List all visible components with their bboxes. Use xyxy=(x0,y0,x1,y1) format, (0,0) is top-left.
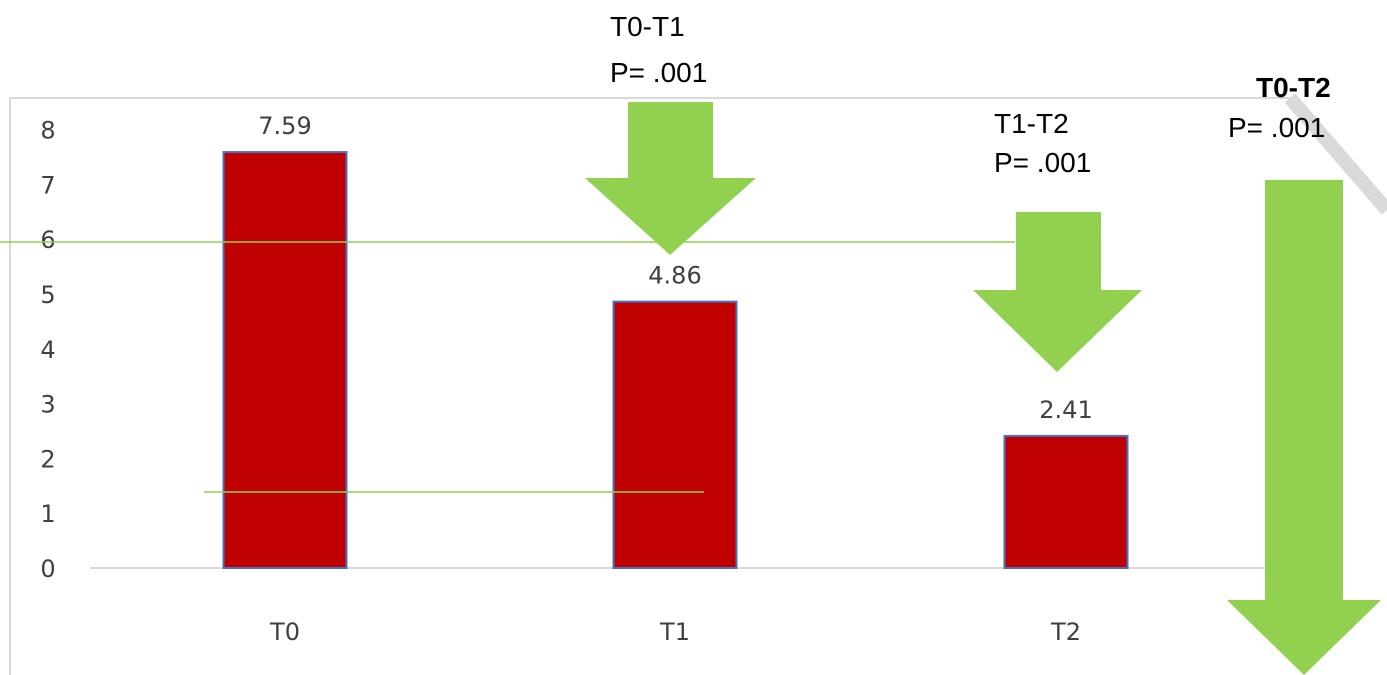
y-tick-label: 6 xyxy=(40,226,55,254)
bar-t0 xyxy=(222,151,348,569)
x-tick-label-t0: T0 xyxy=(269,618,300,646)
frame-corner-edge xyxy=(1284,93,1387,215)
y-axis-ticks: 0 1 2 3 4 5 6 7 8 xyxy=(40,117,55,583)
y-tick-label: 2 xyxy=(40,445,55,473)
y-tick-label: 7 xyxy=(40,171,55,199)
annotation-t1-t2-label: T1-T2 xyxy=(994,108,1069,139)
chart-frame xyxy=(9,97,1290,675)
x-tick-label-t1: T1 xyxy=(659,618,690,646)
y-tick-label: 4 xyxy=(40,336,55,364)
x-tick-label-t2: T2 xyxy=(1050,618,1081,646)
x-axis-ticks: T0 T1 T2 xyxy=(269,618,1081,646)
data-label-t0: 7.59 xyxy=(258,112,311,140)
y-tick-label: 1 xyxy=(40,500,55,528)
arrow-t0-t1-icon xyxy=(585,102,756,255)
y-tick-label: 8 xyxy=(40,117,55,145)
annotation-t0-t1-pvalue: P= .001 xyxy=(610,57,707,88)
data-label-t2: 2.41 xyxy=(1039,396,1092,424)
bar-t1 xyxy=(612,300,738,569)
arrow-t1-t2-icon xyxy=(973,212,1142,372)
data-label-t1: 4.86 xyxy=(648,262,701,290)
annotation-t0-t2-label: T0-T2 xyxy=(1256,72,1331,103)
y-tick-label: 5 xyxy=(40,281,55,309)
annotation-t0-t2-pvalue: P= .001 xyxy=(1228,112,1325,143)
y-tick-label: 3 xyxy=(40,391,55,419)
y-tick-label: 0 xyxy=(40,555,55,583)
annotation-t1-t2-pvalue: P= .001 xyxy=(994,147,1091,178)
data-labels: 7.59 4.86 2.41 xyxy=(258,112,1092,424)
bars xyxy=(222,151,1129,569)
annotation-t0-t1-label: T0-T1 xyxy=(610,11,685,42)
bar-t2 xyxy=(1003,434,1129,569)
arrow-t0-t2-icon xyxy=(1227,180,1381,675)
